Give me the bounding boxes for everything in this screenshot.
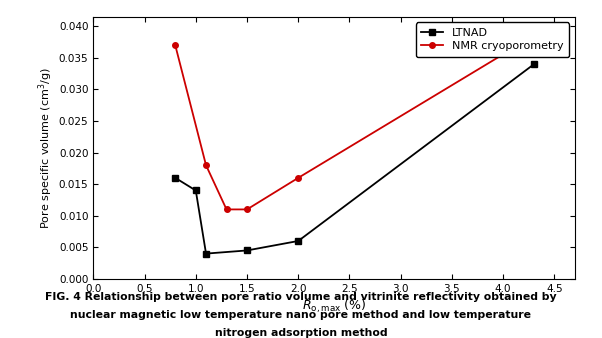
NMR cryoporometry	[202, 163, 209, 167]
Text: nuclear magnetic low temperature nano pore method and low temperature: nuclear magnetic low temperature nano po…	[70, 310, 532, 320]
LTNAD	[192, 189, 199, 193]
NMR cryoporometry	[243, 208, 250, 212]
LTNAD	[530, 62, 538, 66]
LTNAD	[202, 251, 209, 256]
LTNAD	[243, 248, 250, 252]
Legend: LTNAD, NMR cryoporometry: LTNAD, NMR cryoporometry	[415, 22, 569, 57]
NMR cryoporometry	[223, 208, 230, 212]
NMR cryoporometry	[172, 43, 179, 47]
NMR cryoporometry	[294, 176, 302, 180]
LTNAD	[172, 176, 179, 180]
Y-axis label: Pore specific volume (cm$^3$/g): Pore specific volume (cm$^3$/g)	[36, 67, 55, 229]
Text: nitrogen adsorption method: nitrogen adsorption method	[215, 328, 387, 338]
Line: LTNAD: LTNAD	[173, 62, 537, 257]
Text: FIG. 4 Relationship between pore ratio volume and vitrinite reflectivity obtaine: FIG. 4 Relationship between pore ratio v…	[45, 292, 557, 303]
NMR cryoporometry	[535, 31, 542, 35]
Line: NMR cryoporometry: NMR cryoporometry	[173, 30, 542, 212]
LTNAD	[294, 239, 302, 243]
X-axis label: $R_{\mathregular{o,max}}$ (%): $R_{\mathregular{o,max}}$ (%)	[302, 298, 367, 315]
